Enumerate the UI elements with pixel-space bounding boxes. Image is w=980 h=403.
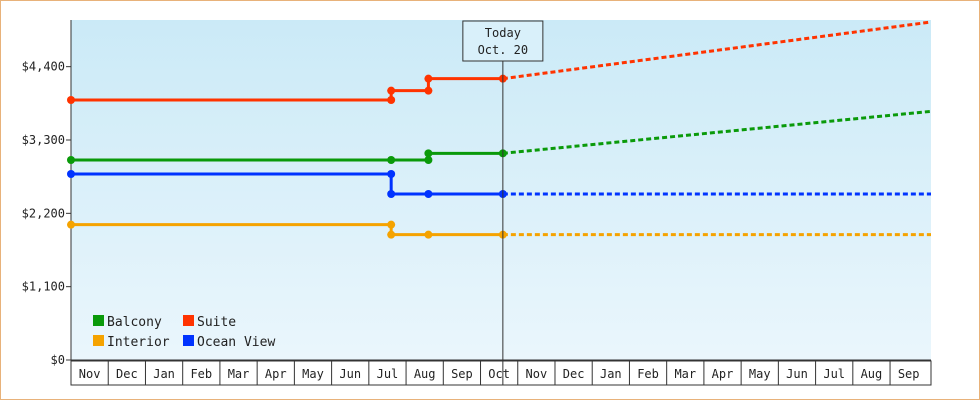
x-tick-label: May (302, 367, 324, 381)
series-balcony-point (387, 156, 396, 164)
x-tick-label: Jul (377, 367, 399, 381)
month-axis-band (70, 360, 932, 386)
series-suite-point (387, 86, 396, 95)
legend-swatch-suite (183, 315, 194, 326)
x-tick-label: Dec (116, 367, 138, 381)
x-tick-label: Mar (228, 367, 250, 381)
x-tick-label: Jan (600, 367, 622, 381)
y-tick-label: $4,400 (22, 60, 65, 74)
plot-area (71, 20, 931, 360)
x-tick-label: Feb (637, 367, 659, 381)
x-tick-label: Apr (712, 367, 734, 381)
series-ocean-view-line (71, 172, 503, 196)
x-tick-label: Aug (414, 367, 436, 381)
series-interior-point (424, 230, 433, 239)
series-interior-point (387, 220, 396, 229)
legend-swatch-interior (93, 335, 104, 346)
legend-label-interior: Interior (107, 335, 170, 350)
x-tick-label: Aug (861, 367, 883, 381)
legend-label-balcony: Balcony (107, 315, 162, 330)
x-tick-label: Feb (190, 367, 212, 381)
series-suite-point (424, 86, 433, 95)
legend-label-ocean-view: Ocean View (197, 335, 275, 350)
series-ocean-view-point (387, 190, 396, 198)
legend-label-suite: Suite (197, 315, 236, 330)
x-tick-label: Mar (674, 367, 696, 381)
series-ocean-view-point (424, 190, 433, 198)
x-tick-label: Nov (526, 367, 548, 381)
x-tick-label: Apr (265, 367, 287, 381)
series-suite-point (387, 96, 396, 104)
series-ocean-view-point (387, 170, 396, 178)
series-ocean-view-point (67, 170, 75, 178)
series-interior-line (71, 223, 503, 237)
x-tick-label: May (749, 367, 771, 381)
legend-swatch-ocean-view (183, 335, 194, 346)
series-balcony-point (424, 156, 433, 164)
series-interior-point (67, 220, 75, 229)
x-tick-label: Jul (823, 367, 845, 381)
x-tick-label: Dec (563, 367, 585, 381)
y-tick-label: $2,200 (22, 206, 65, 220)
x-tick-label: Jun (339, 367, 361, 381)
x-tick-label: Nov (79, 367, 101, 381)
x-tick-label: Oct (488, 367, 510, 381)
x-tick-label: Jan (153, 367, 175, 381)
series-suite-line (71, 77, 503, 102)
today-date: Oct. 20 (478, 43, 529, 57)
y-tick-label: $0 (51, 353, 65, 367)
y-tick-label: $1,100 (22, 280, 65, 294)
series-balcony-point (424, 149, 433, 158)
today-label: Today (485, 26, 521, 40)
series-interior-point (387, 230, 396, 239)
x-tick-label: Sep (898, 367, 920, 381)
y-tick-label: $3,300 (22, 133, 65, 147)
series-suite-point (67, 96, 75, 104)
x-tick-label: Jun (786, 367, 808, 381)
legend-swatch-balcony (93, 315, 104, 326)
series-balcony-point (67, 156, 75, 164)
series-suite-point (424, 74, 433, 83)
x-tick-label: Sep (451, 367, 473, 381)
today-box (462, 20, 544, 62)
